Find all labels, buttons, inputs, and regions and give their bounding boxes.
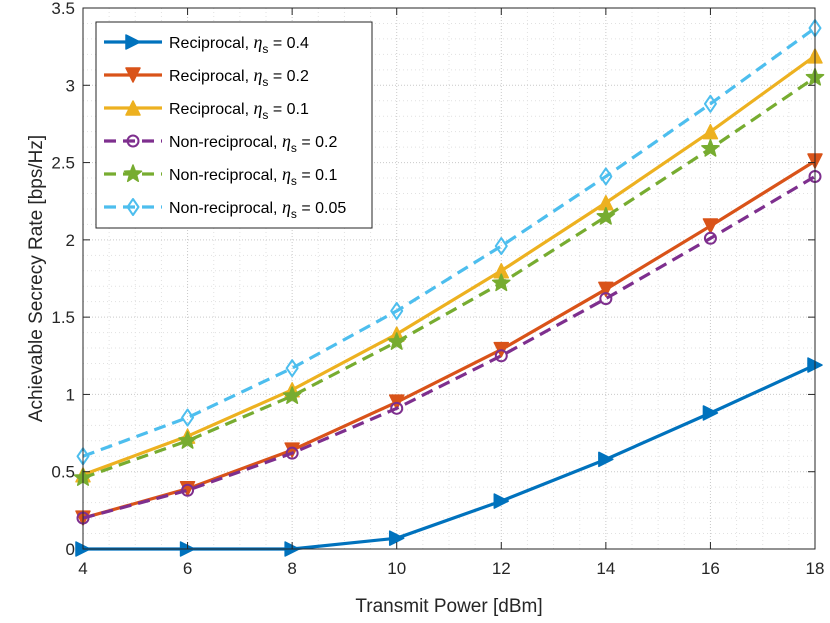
- legend-box: [95, 21, 373, 229]
- y-tick-label: 2: [66, 231, 75, 250]
- marker-circle: [703, 231, 717, 245]
- marker-triangle-right: [598, 451, 614, 468]
- marker-diamond: [494, 237, 508, 256]
- marker-diamond: [285, 359, 299, 378]
- x-tick-label: 14: [596, 559, 615, 578]
- series-line: [82, 159, 816, 520]
- marker-diamond: [181, 408, 195, 427]
- series-line: [82, 26, 816, 458]
- marker-triangle-down: [702, 218, 719, 234]
- axis-ticks: 4 6 8 10 12 14 16 18 0 0.5 1 1.5 2 2.5 3 3.5: [51, 0, 824, 578]
- x-tick-label: 12: [492, 559, 511, 578]
- marker-star: [701, 138, 720, 157]
- series-line: [82, 175, 816, 520]
- y-tick-label: 0.5: [51, 463, 75, 482]
- marker-circle: [181, 483, 195, 497]
- marker-star: [123, 164, 143, 183]
- marker-star: [178, 431, 197, 449]
- y-tick-label: 3.5: [51, 0, 75, 18]
- marker-triangle-right: [388, 530, 405, 546]
- marker-circle: [599, 292, 613, 306]
- y-axis-label: Achievable Secrecy Rate [bps/Hz]: [26, 135, 47, 422]
- marker-star: [387, 332, 407, 350]
- grid: [83, 8, 815, 549]
- x-tick-label: 4: [78, 559, 87, 578]
- marker-triangle-down: [598, 281, 614, 298]
- x-tick-label: 8: [287, 559, 296, 578]
- marker-star: [282, 386, 302, 405]
- x-tick-label: 6: [183, 559, 192, 578]
- y-tick-label: 3: [66, 76, 75, 95]
- marker-diamond: [703, 94, 717, 113]
- y-tick-label: 0: [66, 540, 75, 559]
- marker-circle: [390, 401, 404, 415]
- marker-triangle-right: [125, 34, 141, 50]
- marker-circle: [285, 446, 299, 460]
- marker-triangle-right: [702, 405, 719, 421]
- series-non-reciprocal-0-2: [76, 169, 822, 525]
- marker-star: [491, 273, 511, 292]
- x-tick-label: 18: [806, 559, 825, 578]
- y-tick-label: 1: [66, 385, 75, 404]
- x-tick-label: 10: [387, 559, 406, 578]
- y-tick-label: 1.5: [51, 308, 75, 327]
- x-tick-label: 16: [701, 559, 720, 578]
- marker-triangle-up: [125, 100, 141, 116]
- marker-star: [596, 206, 616, 225]
- series-line: [82, 76, 816, 480]
- marker-triangle-right: [493, 493, 510, 509]
- marker-circle: [494, 349, 508, 363]
- marker-circle: [126, 134, 140, 148]
- x-axis-label: Transmit Power [dBm]: [355, 596, 542, 617]
- series-line: [82, 54, 816, 477]
- marker-diamond: [126, 198, 140, 216]
- marker-triangle-down: [125, 67, 141, 83]
- marker-diamond: [390, 301, 404, 320]
- marker-diamond: [599, 167, 613, 186]
- y-tick-label: 2.5: [51, 154, 75, 173]
- marker-triangle-up: [702, 123, 719, 140]
- plot-frame: [82, 7, 816, 550]
